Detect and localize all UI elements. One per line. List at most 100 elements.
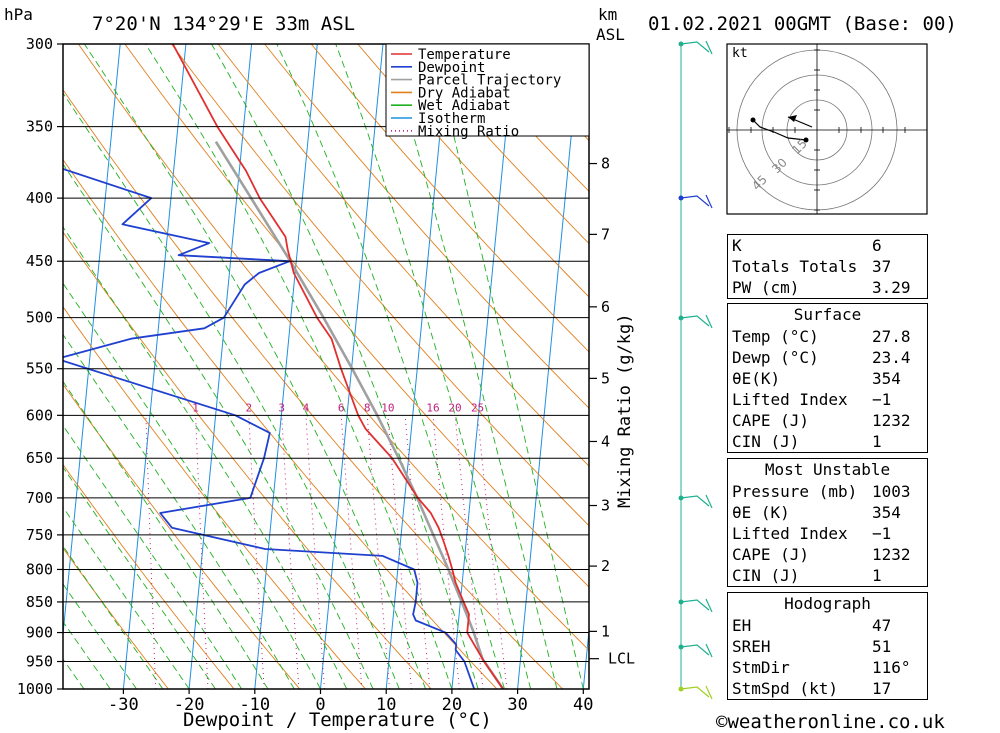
row-label: K [732, 236, 742, 255]
row-value: 1232 [872, 545, 911, 564]
row-label: CAPE (J) [732, 545, 810, 564]
row-label: StmSpd (kt) [732, 679, 838, 698]
mixing-ratio-label: 2 [245, 401, 252, 414]
wet-adiabat [63, 506, 190, 689]
row-value: −1 [872, 390, 892, 409]
isotherm-line [122, 44, 187, 689]
temperature-tick-label: -30 [108, 695, 139, 715]
row-value: 47 [872, 616, 892, 635]
row-value: 1003 [872, 482, 911, 501]
hodograph-stats-row: StmDir 116° [728, 657, 927, 678]
isotherm-line [63, 44, 121, 640]
km-tick-label: 4 [601, 432, 610, 450]
wet-adiabat [63, 333, 295, 689]
dry-adiabat [63, 158, 498, 689]
hodograph-stats-row: StmSpd (kt) 17 [728, 678, 927, 699]
legend-label: Temperature [418, 47, 511, 63]
temperature-tick-label: 0 [315, 695, 325, 715]
hodograph-stats-title: Hodograph [728, 592, 927, 615]
wind-barb [680, 195, 710, 207]
isotherm-line [385, 44, 450, 689]
wet-adiabat [63, 620, 111, 689]
dry-adiabat [357, 44, 589, 298]
row-label: CIN (J) [732, 432, 800, 451]
mixing-ratio-label: 10 [381, 401, 394, 414]
temperature-tick-label: 30 [507, 695, 527, 715]
wet-adiabat [63, 545, 164, 689]
copyright[interactable]: ©weatheronline.co.uk [716, 711, 945, 733]
km-tick-label: 8 [601, 155, 610, 173]
row-value: 116° [872, 658, 911, 677]
mixing-ratio-line [248, 415, 265, 689]
row-label: CIN (J) [732, 566, 800, 585]
mixing-ratio-label: 1 [192, 401, 199, 414]
surface-row: Dewp (°C) 23.4 [728, 347, 927, 368]
dry-adiabat [171, 44, 589, 527]
surface-row: Temp (°C) 27.8 [728, 326, 927, 347]
km-tick-label: 3 [601, 497, 610, 515]
mixing-ratio-label: 4 [303, 401, 310, 414]
pressure-tick-label: 900 [26, 624, 53, 642]
row-value: 23.4 [872, 348, 911, 367]
most-unstable-row: Pressure (mb) 1003 [728, 481, 927, 502]
wet-adiabat [63, 583, 137, 689]
mixing-ratio-line [145, 415, 157, 689]
wet-adiabat [386, 44, 558, 689]
row-label: θE (K) [732, 503, 790, 522]
indices-row: PW (cm) 3.29 [728, 277, 927, 298]
datetime-title: 01.02.2021 00GMT (Base: 00) [648, 13, 957, 35]
pressure-tick-label: 850 [26, 593, 53, 611]
legend-label: Dewpoint [418, 60, 485, 76]
surface-row: CAPE (J) 1232 [728, 410, 927, 431]
row-label: Lifted Index [732, 524, 848, 543]
row-value: 37 [872, 257, 892, 276]
row-value: −1 [872, 524, 892, 543]
location-title: 7°20'N 134°29'E 33m ASL [92, 13, 355, 35]
hodograph-stats-table: Hodograph EH 47 SREH 51 StmDir 116° StmSpd (kt… [727, 592, 928, 700]
dry-adiabat [63, 306, 366, 689]
legend-label: Dry Adiabat [418, 85, 511, 101]
dry-adiabat [264, 44, 589, 409]
pressure-tick-label: 350 [26, 118, 53, 136]
pressure-tick-label: 400 [26, 189, 53, 207]
temperature-tick-label: 10 [376, 695, 396, 715]
lcl-label: LCL [608, 650, 635, 668]
pressure-tick-label: 600 [26, 406, 53, 424]
wind-barb [680, 495, 710, 507]
row-label: Pressure (mb) [732, 482, 858, 501]
row-label: StmDir [732, 658, 790, 677]
pressure-tick-label: 1000 [17, 680, 53, 698]
wind-barb [680, 41, 710, 53]
wet-adiabat [431, 44, 584, 689]
row-value: 3.29 [872, 278, 911, 297]
row-label: SREH [732, 637, 771, 656]
row-label: θE(K) [732, 369, 781, 388]
dry-adiabat [63, 463, 235, 689]
mixing-ratio-label: 20 [448, 401, 461, 414]
km-tick-label: 7 [601, 225, 610, 243]
wind-barb [680, 686, 710, 698]
wet-adiabat [84, 44, 427, 689]
row-value: 6 [872, 236, 882, 255]
row-value: 354 [872, 369, 901, 388]
most-unstable-table: Most Unstable Pressure (mb) 1003 θE (K) 354… [727, 458, 928, 587]
isotherm-line [649, 44, 712, 689]
mixing-ratio-label: 6 [338, 401, 345, 414]
dewpoint-line [63, 167, 476, 689]
indices-table: K 6 Totals Totals 37 PW (cm) 3.29 [727, 234, 928, 299]
row-value: 51 [872, 637, 892, 656]
hpa-unit: hPa [4, 5, 33, 24]
row-label: CAPE (J) [732, 411, 810, 430]
most-unstable-row: Lifted Index −1 [728, 523, 927, 544]
row-label: PW (cm) [732, 278, 800, 297]
isotherm-line [451, 44, 515, 689]
row-value: 17 [872, 679, 892, 698]
temperature-tick-label: -20 [174, 695, 205, 715]
wet-adiabat [63, 466, 216, 689]
wind-barb [680, 315, 710, 327]
pressure-tick-label: 950 [26, 653, 53, 671]
surface-row: Lifted Index −1 [728, 389, 927, 410]
